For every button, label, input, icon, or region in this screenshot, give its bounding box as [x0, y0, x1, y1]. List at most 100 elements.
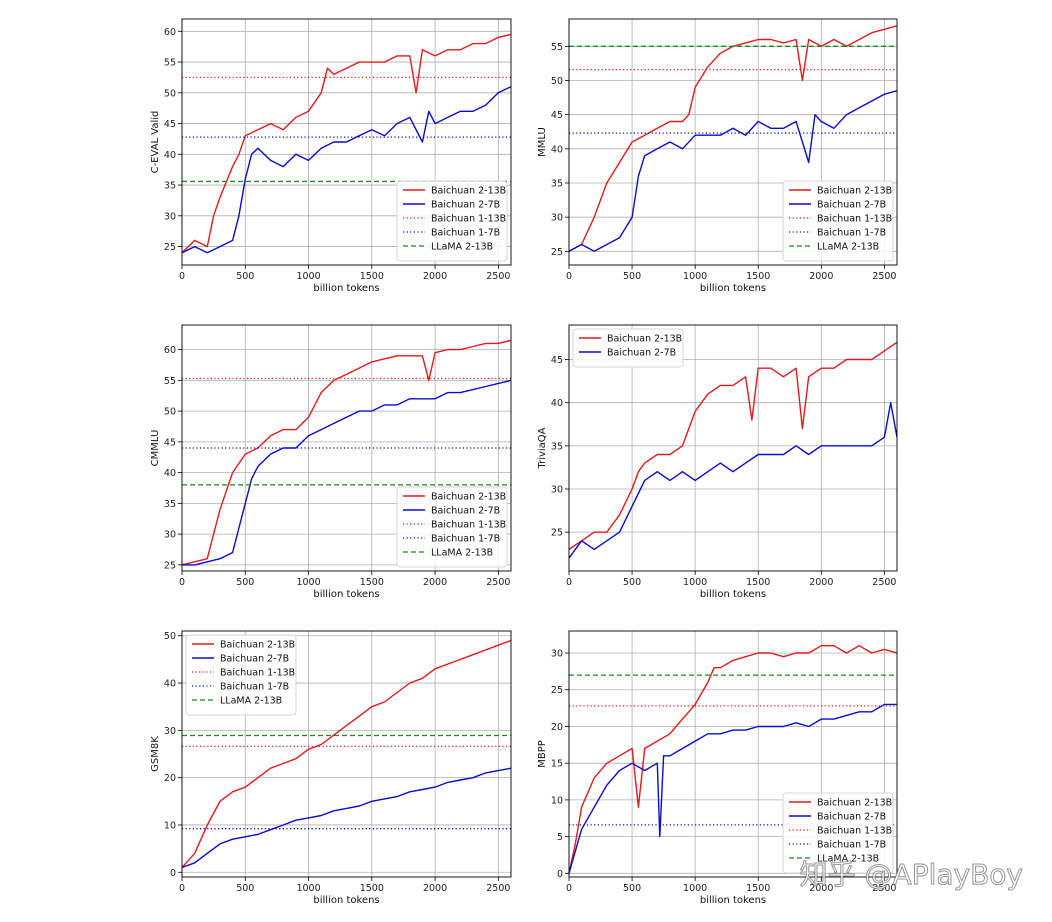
y-tick-label: 50	[164, 407, 176, 418]
y-tick-label: 25	[164, 560, 176, 571]
legend: Baichuan 2-13B Baichuan 2-7B Baichuan 1-13…	[396, 180, 508, 262]
y-tick-label: 15	[551, 759, 563, 770]
y-tick-label: 50	[164, 88, 176, 99]
x-axis-label: billion tokens	[313, 283, 379, 294]
legend-label: Baichuan 1-7B	[817, 228, 886, 239]
legend: Baichuan 2-13B Baichuan 2-7B Baichuan 1-13…	[396, 486, 508, 568]
axes-frame	[181, 324, 512, 572]
x-tick-label: 2500	[486, 271, 510, 282]
x-tick-label: 500	[623, 577, 641, 588]
y-tick-label: 35	[551, 441, 563, 452]
legend-label: Baichuan 1-7B	[817, 840, 886, 851]
y-tick-label: 40	[164, 150, 176, 161]
y-tick-label: 50	[551, 76, 563, 87]
chart-panel-middle-right: 0 500 1000 1500 2000 2500 25 30 35 40 45 billion to…	[537, 324, 898, 600]
legend-label: Baichuan 2-7B	[607, 348, 676, 359]
series-line-0	[182, 339, 511, 566]
legend-label: Baichuan 1-7B	[220, 682, 289, 693]
legend-box	[396, 180, 508, 262]
x-tick-label: 0	[566, 577, 572, 588]
x-tick-label: 1000	[296, 883, 320, 894]
legend-label: Baichuan 1-13B	[431, 214, 506, 225]
y-tick-label: 30	[551, 485, 563, 496]
legend-label: Baichuan 2-13B	[817, 798, 892, 809]
x-tick-label: 0	[179, 883, 185, 894]
y-tick-label: 10	[164, 820, 176, 831]
x-tick-label: 2500	[486, 883, 510, 894]
y-tick-label: 55	[551, 42, 563, 53]
y-axis-label: CMMLU	[150, 430, 161, 467]
y-tick-label: 40	[551, 144, 563, 155]
chart-panel-middle-left: 0 500 1000 1500 2000 2500 25 30 35 40 45 50 55 60 bill…	[150, 324, 512, 600]
series-group	[182, 639, 511, 869]
x-tick-label: 0	[566, 883, 572, 894]
y-tick-label: 30	[164, 530, 176, 541]
series-group	[182, 339, 511, 566]
x-tick-label: 1500	[360, 883, 384, 894]
legend-label: Baichuan 1-13B	[220, 668, 295, 679]
x-tick-label: 500	[623, 271, 641, 282]
x-tick-label: 1500	[360, 577, 384, 588]
y-tick-label: 20	[164, 773, 176, 784]
series-line-1	[569, 90, 897, 253]
series-line-1	[569, 402, 897, 559]
y-tick-label: 25	[164, 242, 176, 253]
legend-label: LLaMA 2-13B	[431, 548, 493, 559]
series-line-0	[569, 645, 897, 874]
x-axis-label: billion tokens	[700, 283, 766, 294]
legend-box	[396, 486, 508, 568]
watermark-text: 知乎 @APlayBoy	[800, 858, 1023, 891]
legend-label: Baichuan 1-13B	[431, 520, 506, 531]
x-tick-label: 1500	[746, 577, 770, 588]
y-tick-label: 0	[170, 868, 176, 879]
legend-label: Baichuan 2-13B	[817, 186, 892, 197]
y-tick-label: 45	[551, 110, 563, 121]
y-tick-label: 35	[164, 499, 176, 510]
y-tick-label: 45	[164, 437, 176, 448]
legend-label: Baichuan 1-13B	[817, 214, 892, 225]
y-tick-label: 55	[164, 376, 176, 387]
x-tick-label: 2000	[809, 883, 833, 894]
series-group	[569, 645, 897, 874]
legend-label: Baichuan 2-13B	[607, 334, 682, 345]
axes-frame	[568, 18, 898, 266]
x-tick-label: 0	[179, 577, 185, 588]
legend-label: LLaMA 2-13B	[220, 696, 282, 707]
x-tick-label: 1000	[683, 883, 707, 894]
y-tick-label: 20	[551, 722, 563, 733]
legend-label: LLaMA 2-13B	[431, 242, 493, 253]
x-tick-label: 2000	[423, 883, 447, 894]
series-line-0	[569, 341, 897, 550]
y-tick-label: 10	[551, 795, 563, 806]
y-tick-label: 45	[164, 119, 176, 130]
legend-label: LLaMA 2-13B	[817, 854, 879, 865]
legend-label: Baichuan 1-13B	[817, 826, 892, 837]
chart-panel-bottom-right: 0 500 1000 1500 2000 2500 0 5 10 15 20 25 30 billion …	[537, 630, 898, 906]
y-axis-label: MBPP	[537, 740, 548, 768]
x-axis-label: billion tokens	[313, 589, 379, 600]
x-tick-label: 2000	[423, 577, 447, 588]
x-tick-label: 2000	[809, 577, 833, 588]
chart-panel-bottom-left: 0 500 1000 1500 2000 2500 0 10 20 30 40 50 billion t…	[150, 630, 512, 906]
legend-label: Baichuan 2-7B	[220, 654, 289, 665]
legend: Baichuan 2-13B Baichuan 2-7B Baichuan 1-13…	[782, 792, 894, 874]
x-tick-label: 2000	[423, 271, 447, 282]
y-tick-label: 50	[164, 631, 176, 642]
axes-frame	[181, 18, 512, 266]
series-line-1	[569, 703, 897, 874]
x-axis-label: billion tokens	[700, 589, 766, 600]
y-tick-label: 0	[557, 869, 563, 880]
chart-panel-top-right: 0 500 1000 1500 2000 2500 25 30 35 40 45 50 55 billio…	[537, 18, 898, 294]
x-tick-label: 500	[236, 271, 254, 282]
y-tick-label: 5	[557, 832, 563, 843]
x-tick-label: 2500	[872, 883, 896, 894]
y-tick-label: 30	[164, 726, 176, 737]
y-tick-label: 35	[164, 181, 176, 192]
chart-panel-top-left: 0 500 1000 1500 2000 2500 25 30 35 40 45 50 55 60 bill…	[150, 18, 512, 294]
x-tick-label: 500	[236, 577, 254, 588]
legend-label: Baichuan 2-7B	[431, 200, 500, 211]
series-group	[569, 341, 897, 559]
y-axis-label: C-EVAL Valid	[150, 111, 161, 174]
legend-label: Baichuan 2-13B	[431, 492, 506, 503]
